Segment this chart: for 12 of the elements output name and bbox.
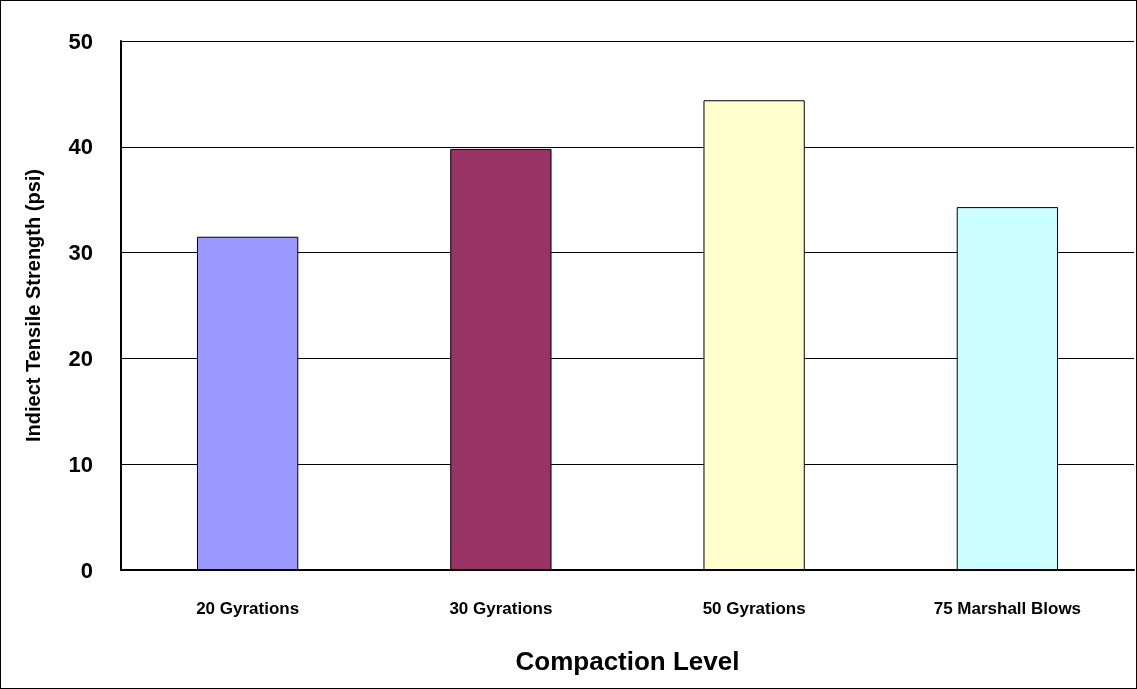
x-tick-label: 50 Gyrations: [702, 599, 806, 618]
y-tick-label: 50: [68, 28, 93, 54]
y-tick-label: 30: [68, 240, 93, 266]
y-tick-label: 0: [80, 557, 93, 583]
x-tick-label: 75 Marshall Blows: [933, 599, 1082, 618]
x-tick-label: 20 Gyrations: [196, 599, 300, 618]
y-tick-label: 20: [68, 345, 93, 371]
y-tick-label: 10: [68, 451, 93, 477]
x-tick-label: 30 Gyrations: [449, 599, 553, 618]
y-tick-label: 40: [68, 134, 93, 160]
y-axis-title: Indiect Tensile Strength (psi): [22, 169, 44, 442]
x-axis-title: Compaction Level: [515, 646, 740, 676]
